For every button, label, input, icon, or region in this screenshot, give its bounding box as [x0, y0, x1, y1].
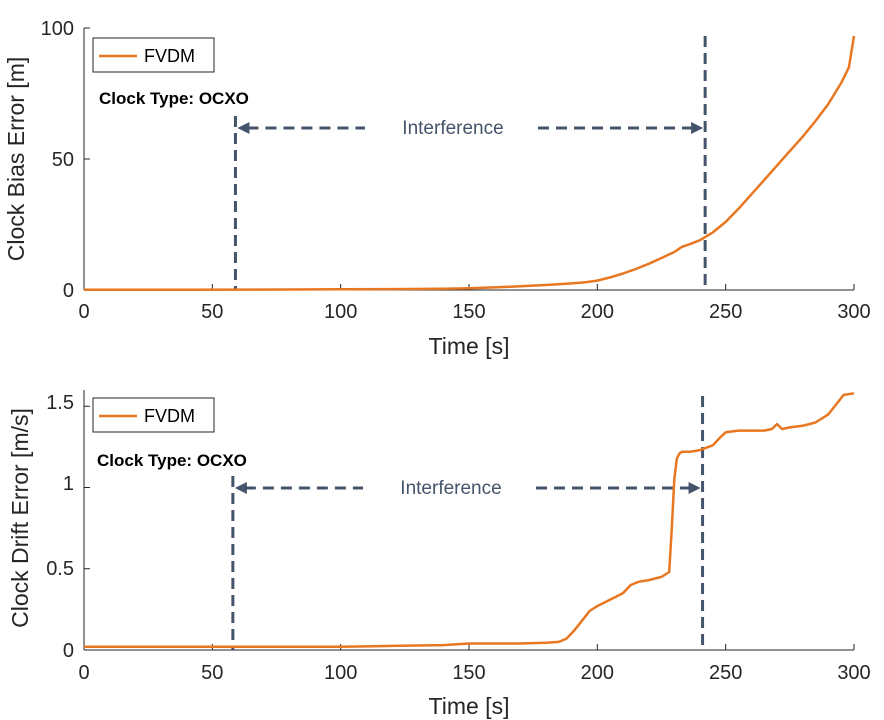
x-tick-label: 250 — [709, 662, 742, 684]
x-tick-label: 50 — [201, 301, 223, 323]
interference-label: Interference — [402, 118, 503, 139]
x-axis-label: Time [s] — [429, 693, 510, 719]
y-tick-label: 1 — [63, 473, 74, 495]
y-tick-label: 1.5 — [46, 392, 74, 414]
y-tick-label: 0 — [63, 640, 74, 662]
y-tick-label: 0 — [63, 280, 74, 302]
x-tick-labels: 0 50 100 150 200 250 300 — [78, 662, 870, 684]
y-tick-label: 100 — [41, 18, 74, 40]
x-tick-label: 50 — [201, 662, 223, 684]
x-tick-label: 0 — [78, 662, 89, 684]
x-axis-label: Time [s] — [429, 333, 510, 359]
clock-drift-panel: 0 50 100 150 200 250 300 0 0.5 1 1.5 Tim… — [7, 390, 871, 719]
arrowhead-right — [691, 122, 704, 134]
y-tick-labels: 0 0.5 1 1.5 — [46, 392, 74, 662]
y-axis-label: Clock Bias Error [m] — [3, 57, 29, 261]
x-tick-label: 100 — [324, 301, 357, 323]
series-line-fvdm — [84, 35, 856, 291]
y-axis-label: Clock Drift Error [m/s] — [7, 408, 33, 628]
arrowhead-left — [237, 122, 250, 134]
x-tick-label: 150 — [452, 662, 485, 684]
arrowhead-right — [688, 482, 701, 494]
x-tick-label: 150 — [452, 301, 485, 323]
clock-type-note: Clock Type: OCXO — [99, 89, 249, 108]
interference-label: Interference — [400, 478, 501, 499]
clock-bias-panel: 0 50 100 150 200 250 300 0 50 100 Time [… — [3, 18, 871, 359]
y-tick-labels: 0 50 100 — [41, 18, 74, 302]
y-tick-label: 0.5 — [46, 558, 74, 580]
series-line-fvdm — [84, 392, 855, 649]
y-tick-label: 50 — [52, 149, 74, 171]
legend-label: FVDM — [144, 46, 195, 66]
arrowhead-left — [234, 482, 247, 494]
x-tick-label: 0 — [78, 301, 89, 323]
x-tick-label: 300 — [837, 662, 870, 684]
x-tick-label: 200 — [581, 662, 614, 684]
x-tick-labels: 0 50 100 150 200 250 300 — [78, 301, 870, 323]
x-tick-label: 200 — [581, 301, 614, 323]
legend: FVDM — [92, 37, 215, 73]
legend-label: FVDM — [144, 406, 195, 426]
x-tick-label: 300 — [837, 301, 870, 323]
legend: FVDM — [92, 397, 215, 433]
tick-marks — [83, 405, 855, 651]
x-tick-label: 100 — [324, 662, 357, 684]
x-tick-label: 250 — [709, 301, 742, 323]
clock-type-note: Clock Type: OCXO — [97, 451, 247, 470]
